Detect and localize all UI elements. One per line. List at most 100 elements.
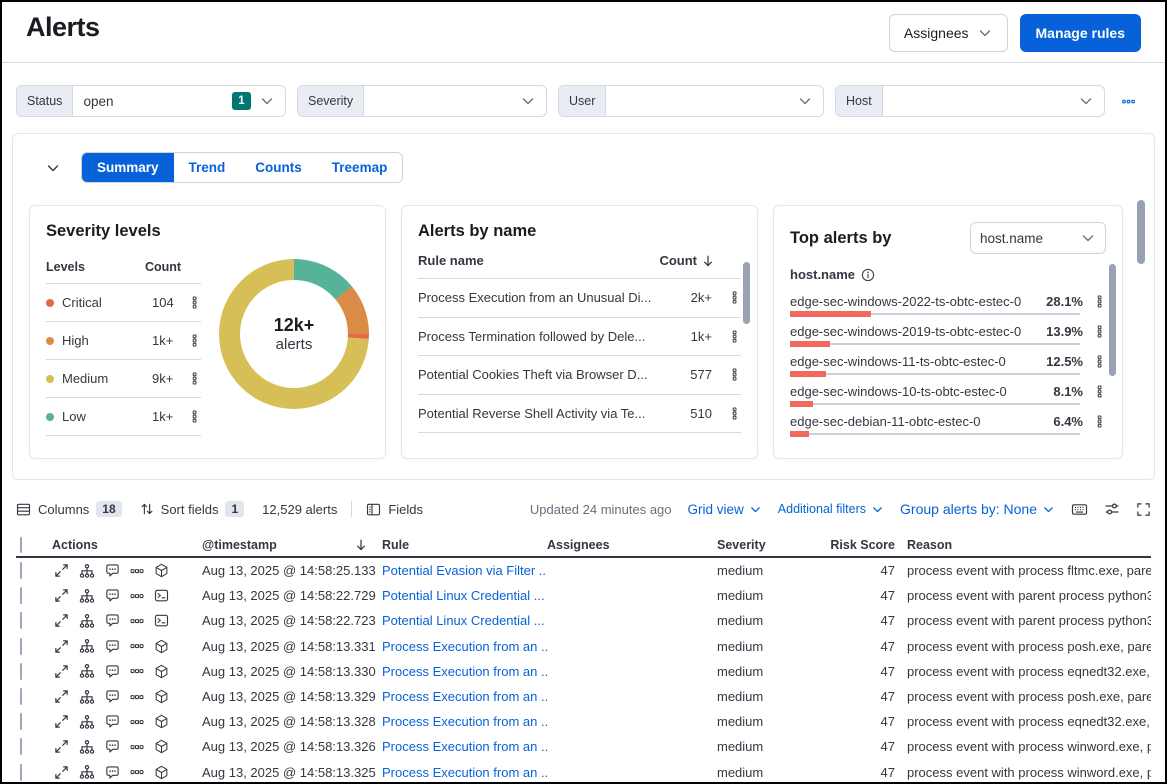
notes-icon[interactable]	[105, 714, 120, 729]
more-actions-icon[interactable]	[130, 564, 144, 578]
more-actions-icon[interactable]	[1093, 295, 1106, 308]
filter-value[interactable]	[883, 86, 1104, 116]
sort-fields-button[interactable]: Sort fields 1	[140, 501, 245, 517]
column-header-timestamp[interactable]: @timestamp	[202, 538, 277, 552]
row-checkbox[interactable]	[20, 662, 22, 680]
row-checkbox[interactable]	[20, 637, 22, 655]
count-column-header[interactable]: Count	[659, 253, 697, 268]
expand-alert-icon[interactable]	[54, 714, 69, 729]
notes-icon[interactable]	[105, 588, 120, 603]
cell-rule-link[interactable]: Process Execution from an ...	[382, 714, 547, 730]
summary-section-scrollbar[interactable]	[1137, 200, 1145, 264]
notes-icon[interactable]	[105, 613, 120, 628]
more-actions-icon[interactable]	[130, 589, 144, 603]
host-name[interactable]: edge-sec-windows-11-ts-obtc-estec-0	[790, 354, 1006, 369]
row-checkbox[interactable]	[20, 587, 22, 605]
column-header-reason[interactable]: Reason	[907, 538, 953, 552]
analyzer-icon[interactable]	[79, 689, 95, 705]
analyzer-icon[interactable]	[79, 563, 95, 579]
more-actions-icon[interactable]	[1093, 355, 1106, 368]
column-header-assignees[interactable]: Assignees	[547, 538, 610, 552]
row-checkbox[interactable]	[20, 763, 22, 781]
cell-rule-link[interactable]: Process Execution from an ...	[382, 638, 547, 654]
cube-icon[interactable]	[154, 563, 169, 578]
cell-rule-link[interactable]: Process Execution from an ...	[382, 764, 547, 780]
analyzer-icon[interactable]	[79, 663, 95, 679]
tab-trend[interactable]: Trend	[173, 153, 241, 182]
more-actions-icon[interactable]	[130, 690, 144, 704]
notes-icon[interactable]	[105, 689, 120, 704]
expand-alert-icon[interactable]	[54, 689, 69, 704]
analyzer-icon[interactable]	[79, 613, 95, 629]
tab-treemap[interactable]: Treemap	[316, 153, 403, 182]
info-icon[interactable]	[861, 268, 875, 282]
more-actions-icon[interactable]	[130, 715, 144, 729]
more-actions-icon[interactable]	[188, 296, 201, 309]
more-actions-icon[interactable]	[1093, 415, 1106, 428]
cube-icon[interactable]	[154, 739, 169, 754]
host-name[interactable]: edge-sec-debian-11-obtc-estec-0	[790, 414, 981, 429]
column-header-rule[interactable]: Rule	[382, 538, 410, 552]
more-actions-icon[interactable]	[130, 639, 144, 653]
manage-rules-button[interactable]: Manage rules	[1019, 14, 1141, 52]
notes-icon[interactable]	[105, 739, 120, 754]
analyzer-icon[interactable]	[79, 764, 95, 780]
rule-name[interactable]: Potential Reverse Shell Activity via Te.…	[418, 405, 646, 421]
expand-alert-icon[interactable]	[54, 639, 69, 654]
expand-alert-icon[interactable]	[54, 739, 69, 754]
tab-summary[interactable]: Summary	[82, 153, 174, 182]
more-actions-icon[interactable]	[130, 765, 144, 779]
cell-rule-link[interactable]: Process Execution from an ...	[382, 739, 547, 755]
more-actions-icon[interactable]	[728, 330, 741, 343]
more-actions-icon[interactable]	[728, 368, 741, 381]
analyzer-icon[interactable]	[79, 588, 95, 604]
cell-rule-link[interactable]: Potential Evasion via Filter ...	[382, 563, 547, 579]
expand-alert-icon[interactable]	[54, 563, 69, 578]
rule-name[interactable]: Process Termination followed by Dele...	[418, 328, 646, 344]
cell-rule-link[interactable]: Potential Linux Credential ...	[382, 588, 545, 604]
host-name[interactable]: edge-sec-windows-10-ts-obtc-estec-0	[790, 384, 1007, 399]
notes-icon[interactable]	[105, 765, 120, 780]
grid-view-button[interactable]: Grid view	[688, 502, 762, 517]
notes-icon[interactable]	[105, 639, 120, 654]
filter-status[interactable]: Status open 1	[16, 85, 286, 117]
top-alerts-field-select[interactable]: host.name	[970, 222, 1106, 254]
tab-counts[interactable]: Counts	[240, 153, 317, 182]
row-checkbox[interactable]	[20, 738, 22, 756]
more-actions-icon[interactable]	[188, 334, 201, 347]
more-actions-icon[interactable]	[130, 740, 144, 754]
analyzer-icon[interactable]	[79, 739, 95, 755]
terminal-icon[interactable]	[154, 613, 169, 628]
column-header-risk-score[interactable]: Risk Score	[830, 538, 895, 552]
alerts-by-name-scrollbar[interactable]	[743, 262, 750, 324]
assignees-button[interactable]: Assignees	[888, 14, 1008, 52]
row-checkbox[interactable]	[20, 688, 22, 706]
collapse-summary-button[interactable]	[43, 158, 63, 178]
more-filters-icon[interactable]	[1122, 95, 1135, 108]
filter-value[interactable]: open 1	[73, 86, 285, 116]
rule-name[interactable]: Process Execution from an Unusual Di...	[418, 290, 652, 306]
fields-button[interactable]: Fields	[366, 502, 423, 517]
filter-host[interactable]: Host	[835, 85, 1105, 117]
cell-rule-link[interactable]: Potential Linux Credential ...	[382, 613, 545, 629]
display-options-icon[interactable]	[1104, 501, 1120, 517]
analyzer-icon[interactable]	[79, 638, 95, 654]
more-actions-icon[interactable]	[728, 291, 741, 304]
more-actions-icon[interactable]	[130, 664, 144, 678]
more-actions-icon[interactable]	[130, 614, 144, 628]
additional-filters-button[interactable]: Additional filters	[778, 502, 884, 516]
column-header-severity[interactable]: Severity	[717, 538, 766, 552]
row-checkbox[interactable]	[20, 713, 22, 731]
cube-icon[interactable]	[154, 689, 169, 704]
host-name[interactable]: edge-sec-windows-2022-ts-obtc-estec-0	[790, 294, 1022, 309]
cube-icon[interactable]	[154, 664, 169, 679]
cube-icon[interactable]	[154, 765, 169, 780]
expand-alert-icon[interactable]	[54, 613, 69, 628]
top-alerts-scrollbar[interactable]	[1109, 264, 1116, 376]
expand-alert-icon[interactable]	[54, 765, 69, 780]
notes-icon[interactable]	[105, 563, 120, 578]
more-actions-icon[interactable]	[188, 410, 201, 423]
more-actions-icon[interactable]	[188, 372, 201, 385]
terminal-icon[interactable]	[154, 588, 169, 603]
filter-severity[interactable]: Severity	[297, 85, 547, 117]
